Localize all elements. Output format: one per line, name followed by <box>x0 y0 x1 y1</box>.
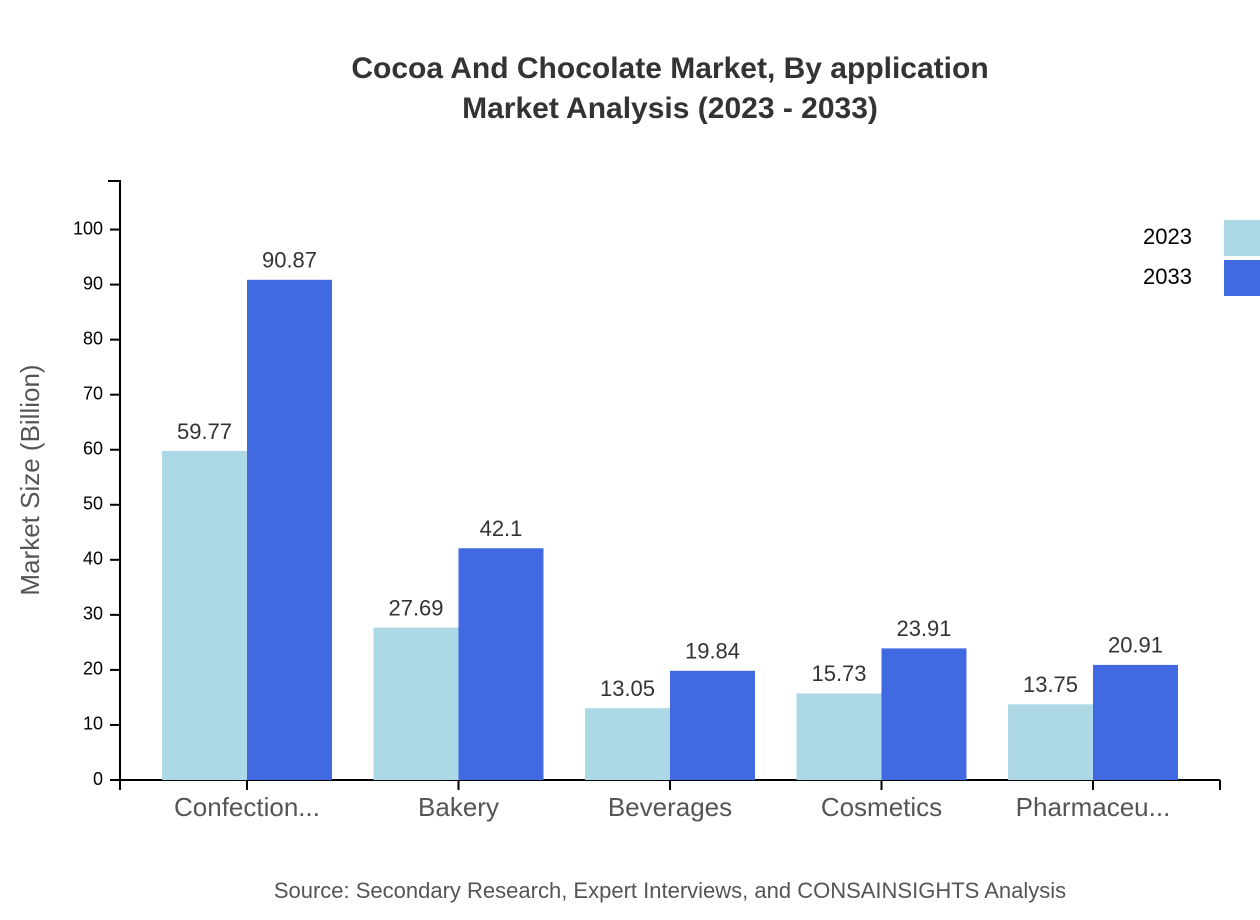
y-tick-label: 70 <box>83 383 103 403</box>
value-label: 15.73 <box>811 661 866 686</box>
y-tick-label: 0 <box>93 769 103 789</box>
legend-swatch <box>1224 220 1260 256</box>
chart-title: Cocoa And Chocolate Market, By applicati… <box>351 52 988 85</box>
value-label: 59.77 <box>177 419 232 444</box>
y-tick-label: 100 <box>73 218 103 238</box>
x-tick-label: Beverages <box>608 792 732 822</box>
y-tick-label: 20 <box>83 659 103 679</box>
y-tick-label: 90 <box>83 273 103 293</box>
value-label: 13.05 <box>600 676 655 701</box>
y-tick-label: 60 <box>83 438 103 458</box>
value-label: 13.75 <box>1023 672 1078 697</box>
legend-label: 2023 <box>1143 224 1192 249</box>
value-label: 42.1 <box>480 516 523 541</box>
legend-swatch <box>1224 260 1260 296</box>
bar <box>796 693 882 780</box>
bar <box>670 670 755 780</box>
bar <box>585 708 670 780</box>
y-tick-label: 80 <box>83 328 103 348</box>
y-tick-label: 40 <box>83 549 103 569</box>
legend-label: 2033 <box>1143 264 1192 289</box>
y-tick-label: 30 <box>83 604 103 624</box>
value-label: 19.84 <box>685 639 740 664</box>
bar <box>162 450 247 780</box>
bar <box>247 279 332 780</box>
value-label: 23.91 <box>896 616 951 641</box>
x-tick-label: Pharmaceu... <box>1016 792 1171 822</box>
bar <box>1093 664 1178 780</box>
y-tick-label: 10 <box>83 714 103 734</box>
value-label: 20.91 <box>1108 633 1163 658</box>
bar <box>373 627 459 780</box>
bar <box>881 648 967 780</box>
y-tick-label: 50 <box>83 494 103 514</box>
x-tick-label: Confection... <box>174 792 320 822</box>
value-label: 90.87 <box>262 248 317 273</box>
bar <box>1008 704 1093 780</box>
source-note: Source: Secondary Research, Expert Inter… <box>274 878 1066 903</box>
bar <box>458 548 544 780</box>
value-label: 27.69 <box>388 595 443 620</box>
x-tick-label: Cosmetics <box>821 792 942 822</box>
x-tick-label: Bakery <box>418 792 499 822</box>
chart-subtitle: Market Analysis (2023 - 2033) <box>462 92 878 125</box>
y-axis-label: Market Size (Billion) <box>15 364 45 595</box>
